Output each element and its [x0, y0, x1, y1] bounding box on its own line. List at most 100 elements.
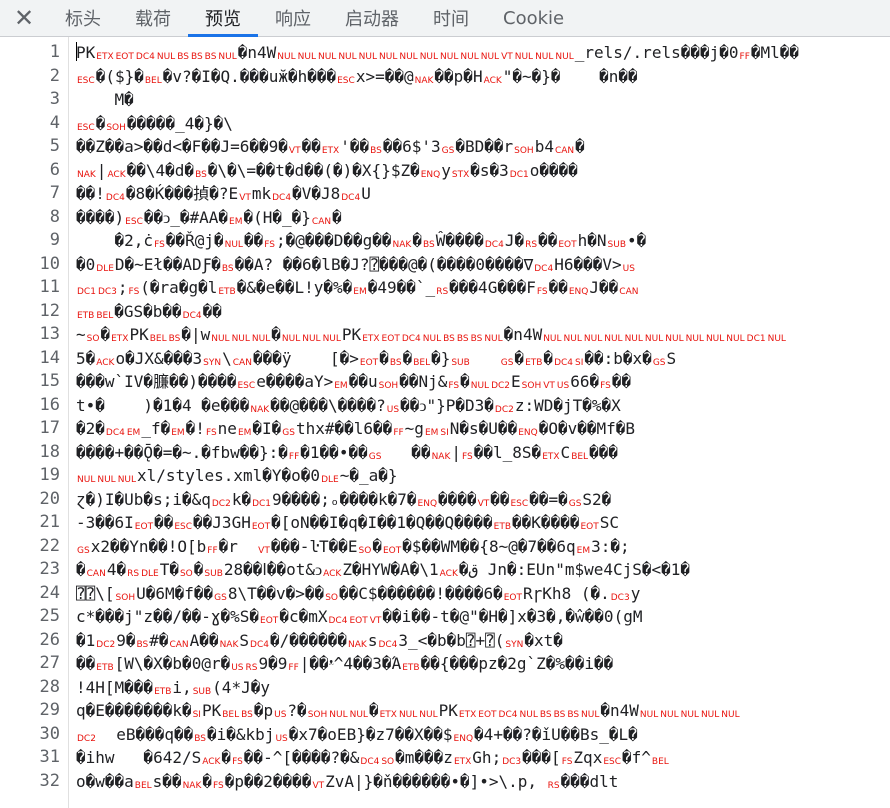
line-number: 2 — [49, 65, 60, 86]
line-content: �2,ċFS��Ř@j�NUL��FS;�@���D��g��NAK�BSŴ��… — [76, 229, 647, 258]
control-char: DC4 — [484, 240, 504, 250]
tab-initiator[interactable]: 启动器 — [345, 9, 399, 30]
control-char: NUL — [281, 334, 301, 344]
code-line: 15 ���w`IV�臁��)����ESCe����aY>EM��uSOH��N… — [0, 370, 890, 394]
control-char: NUL — [563, 334, 582, 344]
control-char: US — [386, 404, 400, 415]
control-char: EOT — [359, 357, 379, 368]
text-run: �v?�I�Q.���uӂ�h��� — [162, 66, 337, 86]
text-run: ��C$������!����6� — [338, 583, 503, 603]
control-char: VT — [239, 193, 251, 203]
control-char: FF — [288, 663, 299, 673]
control-char: ESC — [337, 75, 355, 86]
tab-timing[interactable]: 时间 — [433, 9, 469, 30]
code-line: 21 -3��6IEOT��ESC��J3GHEOT�[oN��I�q�I��1�… — [0, 511, 890, 535]
text-run: �49��`_ — [367, 278, 436, 297]
line-number: 26 — [39, 629, 60, 650]
code-line: 16 t•� )�1�4 �e���NAK��@���\����?US��ↄ"}P… — [0, 394, 890, 418]
line-content: �ihw �642/SACK�FS��-^[����?�&DC4 SO�m���z… — [76, 746, 670, 775]
tab-list: 标头 载荷 预览 响应 启动器 时间 Cookie — [48, 0, 581, 37]
tab-preview[interactable]: 预览 — [188, 0, 258, 37]
code-line: 5 ��Z��a>��d<�F��J=6��9�VT��ETX'��BS��6$'… — [0, 135, 890, 159]
line-number: 11 — [39, 277, 60, 297]
text-run: ��K���� — [512, 513, 580, 532]
text-run: �� — [611, 372, 632, 391]
control-char: SI — [575, 357, 584, 368]
text-run: �Ml�� — [750, 43, 800, 62]
control-char: NUL — [680, 710, 699, 720]
control-char: FS — [462, 451, 473, 462]
control-char: NUL — [419, 52, 439, 62]
line-number: 20 — [39, 488, 60, 509]
control-char: NUL — [535, 52, 554, 62]
text-run: �/������ — [269, 630, 348, 650]
text-run: H6���V> — [554, 254, 622, 274]
control-char: EOT — [260, 616, 279, 626]
control-char: EM — [237, 428, 252, 438]
line-content: �1DC29�BS#�CANA��NAKSDC4�/������NAKsDC43… — [76, 629, 563, 658]
line-number: 12 — [39, 300, 60, 321]
text-run: y — [630, 583, 641, 603]
text-run: � — [271, 325, 281, 344]
text-run: ~�_a�} — [339, 466, 398, 485]
control-char: NUL — [660, 710, 679, 720]
control-char: NUL — [604, 334, 623, 344]
control-char: BEL — [144, 75, 162, 86]
text-run: � — [543, 348, 554, 368]
text-run: � — [76, 560, 86, 579]
text-run: ne — [217, 419, 237, 438]
text-run: �� — [202, 301, 222, 321]
text-run: b4 — [534, 137, 554, 156]
control-char: RS — [436, 287, 449, 297]
control-char: NUL — [349, 710, 368, 720]
control-char: ETB — [493, 522, 512, 532]
tab-headers[interactable]: 标头 — [65, 9, 101, 30]
control-char: EM — [424, 428, 439, 438]
control-char: BS — [177, 52, 189, 62]
text-run: �I� — [252, 419, 282, 438]
text-run: A�� — [189, 630, 219, 650]
text-run: �p — [253, 701, 274, 720]
control-char: EOT — [503, 592, 523, 603]
text-run: PK — [129, 325, 149, 344]
control-char: SO — [381, 757, 395, 767]
text-run: Zqx — [573, 748, 603, 767]
line-content: !4H[M���ETBi,SUB(4*J�y — [76, 676, 270, 705]
tab-cookies[interactable]: Cookie — [503, 7, 565, 29]
text-run: �ق Jn�:EUn"m$we4CjS�<�1� — [458, 560, 691, 579]
preview-panel[interactable]: 1 PKETX EOT DC4 NUL BS BS BS NUL�n4WNUL NUL NUL NUL… — [0, 37, 890, 808]
control-char: GS — [368, 451, 382, 462]
control-char: EOT — [580, 522, 599, 532]
control-char: DLE — [141, 569, 159, 579]
control-char: VT — [369, 616, 382, 626]
control-char: DC4 — [534, 263, 554, 274]
tab-response[interactable]: 响应 — [275, 9, 311, 30]
text-run: D�~Eł��ADƑ� — [114, 254, 221, 274]
text-run: ��@���\����? — [270, 395, 386, 415]
code-line: 30 DC2 eB���q��BS�i�&kbjUS�x7�oEB}�z7��X�… — [0, 723, 890, 747]
line-content: c*���j"z��/��-ɣ�%S�EOT�c�mXDC4 EOT VT��i��… — [76, 605, 642, 634]
line-number: 4 — [49, 112, 60, 133]
control-char: NAK — [250, 404, 270, 415]
text-run: ZvA|}�ň������•�]•>\.p, — [325, 771, 547, 791]
control-char: NAK — [348, 639, 367, 650]
line-content: ɀ�)I�Ub�s;i�&qDC2k�DC19����;ₒ����k�7�ENQ… — [76, 488, 611, 517]
tab-payload[interactable]: 载荷 — [135, 9, 171, 30]
text-run: � — [95, 113, 106, 133]
control-char: ETB — [218, 287, 236, 297]
control-char: EM — [171, 428, 185, 438]
text-run: � — [379, 348, 389, 368]
text-run: [W\�X�b�0@r� — [114, 654, 231, 673]
control-char: VT — [312, 780, 325, 791]
control-char: ETX — [96, 52, 114, 62]
text-run: ��! — [76, 184, 105, 203]
close-button[interactable]: ✕ — [0, 0, 48, 36]
control-char: ENQ — [417, 498, 438, 509]
text-run: 9�9 — [258, 654, 288, 673]
control-char: ESC — [77, 122, 95, 133]
control-char: NUL — [726, 334, 745, 344]
code-line: 13 ~SO�ETXPKBEL BS�|wNUL NUL NUL�NUL NUL NULPK… — [0, 323, 890, 347]
control-char: BS — [194, 733, 207, 744]
control-char: SUB — [204, 569, 223, 579]
line-number: 17 — [39, 418, 60, 438]
